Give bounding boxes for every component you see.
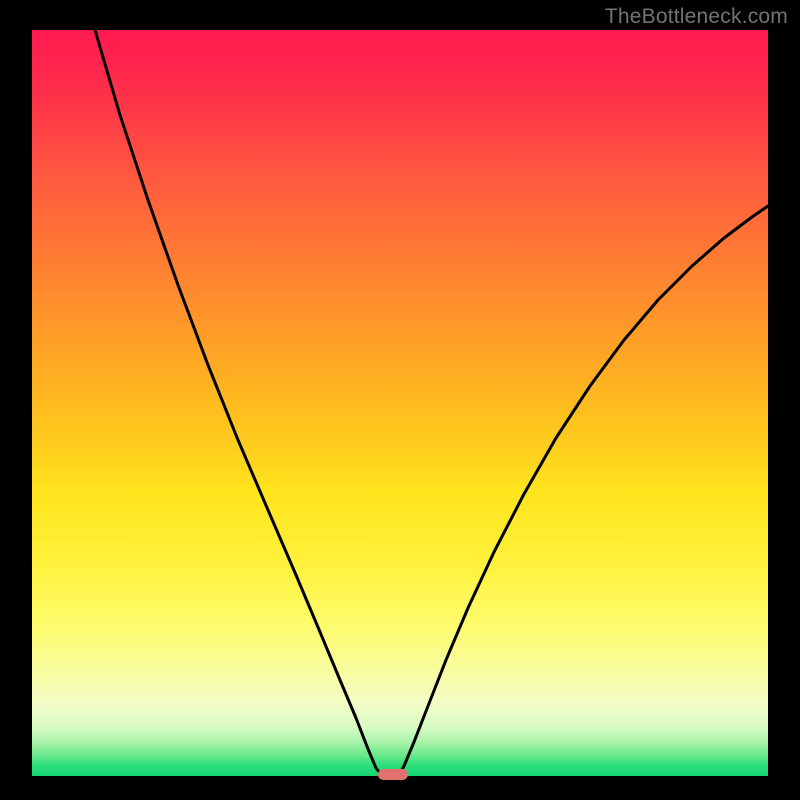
optimal-marker — [378, 769, 408, 780]
bottleneck-curve — [0, 0, 800, 800]
watermark-text: TheBottleneck.com — [605, 5, 788, 29]
curve-right-branch — [400, 206, 768, 773]
canvas: TheBottleneck.com — [0, 0, 800, 800]
curve-left-branch — [95, 30, 380, 773]
